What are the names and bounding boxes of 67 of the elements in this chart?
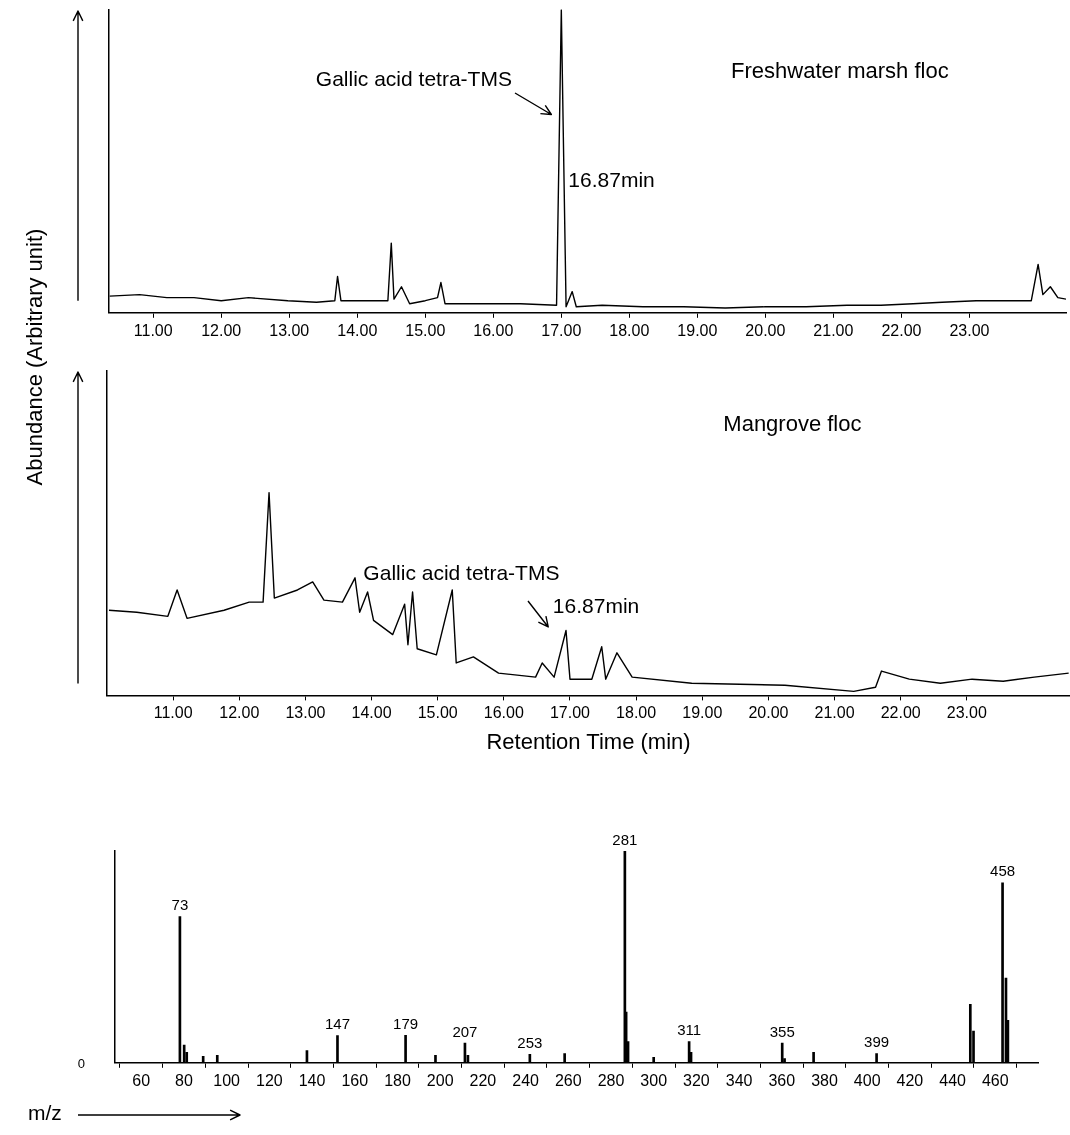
x-tick-label: 15.00 — [405, 321, 446, 339]
x-tick-label: 300 — [640, 1071, 668, 1089]
x-tick-label: 440 — [939, 1071, 967, 1089]
x-tick-label: 380 — [811, 1071, 838, 1089]
annotation: 73 — [171, 896, 189, 914]
x-tick-label: 280 — [597, 1071, 625, 1089]
x-tick-label: 11.00 — [153, 704, 193, 722]
x-tick-label: 23.00 — [946, 704, 987, 722]
x-tick-label: 320 — [683, 1071, 710, 1089]
x-tick-label: 23.00 — [949, 321, 990, 339]
annotation: 16.87min — [568, 168, 655, 192]
annotation: Gallic acid tetra-TMS — [315, 67, 512, 91]
x-tick-label: 18.00 — [616, 704, 657, 722]
x-tick-label: 21.00 — [813, 321, 854, 339]
x-tick-label: 220 — [469, 1071, 497, 1089]
x-tick-label: 17.00 — [541, 321, 582, 339]
annotation: 311 — [677, 1021, 702, 1039]
x-tick-label: 13.00 — [285, 704, 326, 722]
x-tick-label: 460 — [981, 1071, 1009, 1089]
annotation: 253 — [517, 1033, 543, 1051]
x-tick-label: 100 — [213, 1071, 241, 1089]
x-tick-label: 12.00 — [219, 704, 260, 722]
x-tick-label: 120 — [256, 1071, 283, 1089]
x-tick-label: 340 — [725, 1071, 753, 1089]
x-tick-label: 400 — [853, 1071, 881, 1089]
annotation: 179 — [393, 1014, 419, 1032]
annotation: 399 — [864, 1033, 890, 1051]
x-tick-label: 16.00 — [483, 704, 524, 722]
x-tick-label: 200 — [426, 1071, 454, 1089]
x-tick-label: 140 — [298, 1071, 326, 1089]
x-tick-label: 260 — [554, 1071, 582, 1089]
x-tick-label: 20.00 — [745, 321, 786, 339]
x-tick-label: 22.00 — [881, 321, 922, 339]
x-tick-label: 18.00 — [609, 321, 650, 339]
x-tick-label: 240 — [512, 1071, 540, 1089]
x-tick-label: 19.00 — [682, 704, 723, 722]
x-tick-label: 15.00 — [417, 704, 458, 722]
x-tick-label: 20.00 — [748, 704, 789, 722]
x-tick-label: 12.00 — [201, 321, 242, 339]
annotation: 16.87min — [552, 593, 640, 617]
x-tick-label: 14.00 — [351, 704, 392, 722]
annotation: 281 — [612, 830, 638, 848]
x-tick-label: 60 — [132, 1071, 151, 1089]
annotation: Gallic acid tetra-TMS — [363, 560, 560, 584]
text: Freshwater marsh floc — [731, 58, 949, 84]
x-axis-title: Retention Time (min) — [486, 728, 691, 754]
x-tick-label: 19.00 — [677, 321, 718, 339]
annotation: 147 — [324, 1015, 350, 1033]
x-tick-label: 17.00 — [549, 704, 591, 722]
y-axis-title: Abundance (Arbitrary unit) — [22, 228, 48, 486]
x-tick-label: 360 — [768, 1071, 796, 1089]
annotation: 207 — [452, 1022, 478, 1040]
x-axis-title: m/z — [28, 1101, 62, 1125]
x-tick-label: 180 — [384, 1071, 411, 1089]
x-tick-label: 80 — [175, 1071, 193, 1089]
annotation: 355 — [769, 1022, 795, 1040]
x-tick-label: 14.00 — [337, 321, 378, 339]
x-tick-label: 21.00 — [814, 704, 855, 722]
x-tick-label: 22.00 — [880, 704, 921, 722]
chart-title: Mangrove floc — [723, 411, 862, 437]
x-tick-label: 420 — [896, 1071, 924, 1089]
x-tick-label: 16.00 — [473, 321, 514, 339]
annotation: 458 — [990, 862, 1016, 880]
x-tick-label: 13.00 — [269, 321, 310, 339]
text: 0 — [77, 1056, 85, 1072]
x-tick-label: 160 — [341, 1071, 369, 1089]
x-tick-label: 11.00 — [133, 321, 173, 339]
